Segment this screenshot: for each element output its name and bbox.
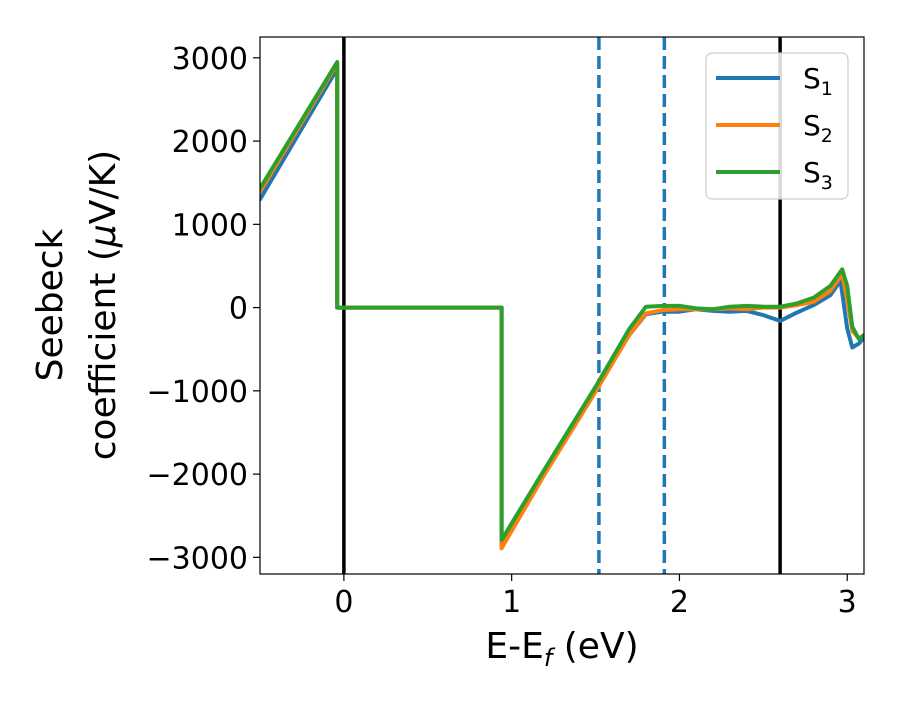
x-axis-title: E-Ef (eV) [485,626,638,672]
y-tick-label: −1000 [147,375,248,410]
x-tick-label: 2 [670,585,689,620]
y-tick-label: 3000 [172,42,248,77]
legend-label-s1: S1 [803,62,833,100]
x-tick-label: 3 [838,585,857,620]
x-axis: 0 1 2 3 [334,574,857,620]
x-tick-label: 0 [334,585,353,620]
y-tick-label: −2000 [147,458,248,493]
x-tick-label: 1 [502,585,521,620]
plot-border [259,36,865,575]
y-tick-label: 1000 [172,208,248,243]
y-axis-title-line1: Seebeck [30,228,71,381]
y-axis-title: Seebeck coefficient (μV/K) [30,150,124,460]
y-axis: −3000 −2000 −1000 0 1000 2000 3000 [147,42,260,576]
y-axis-title-line2: coefficient (μV/K) [83,150,124,460]
y-tick-label: 2000 [172,125,248,160]
series-line-s3 [260,60,864,542]
y-tick-label: −3000 [147,541,248,576]
legend: S1 S2 S3 [705,52,849,200]
series-lines [260,60,864,551]
legend-label-s3: S3 [803,156,833,194]
legend-label-s2: S2 [803,109,833,147]
y-tick-label: 0 [229,292,248,327]
